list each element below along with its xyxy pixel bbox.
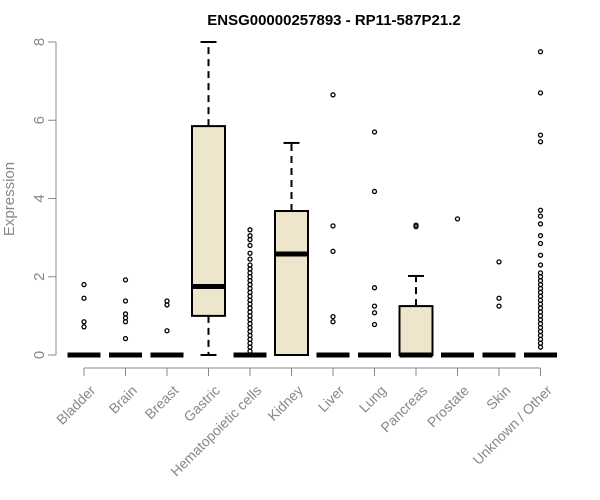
chart-title: ENSG00000257893 - RP11-587P21.2: [207, 12, 461, 29]
outlier-point: [247, 250, 253, 256]
outlier-point: [164, 328, 170, 334]
outlier-point: [122, 298, 129, 304]
outlier-point: [122, 335, 129, 342]
outlier-point: [330, 92, 336, 98]
outlier-point: [122, 277, 129, 283]
outlier-point: [81, 324, 87, 330]
outlier-point: [496, 303, 502, 309]
outlier-point: [537, 90, 544, 96]
box-group: [274, 141, 309, 356]
y-tick-label: 4: [31, 194, 48, 202]
x-category-label: Lung: [356, 382, 389, 415]
outlier-point: [371, 321, 378, 328]
outlier-point: [413, 222, 419, 228]
outlier-point: [247, 256, 253, 262]
outlier-point: [371, 285, 378, 291]
x-category-label: Prostate: [424, 382, 472, 430]
y-axis: 0 2 4 6 8: [31, 38, 57, 359]
outlier-point: [247, 233, 253, 239]
outlier-point: [537, 139, 544, 145]
outlier-point: [537, 252, 544, 258]
box-group: [67, 281, 101, 358]
y-tick-label: 8: [31, 38, 48, 46]
box-group: [482, 259, 516, 358]
outlier-point: [537, 233, 544, 239]
box-group: [441, 216, 474, 358]
box-group: [109, 277, 142, 358]
y-tick-label: 2: [31, 273, 48, 281]
outlier-point: [164, 298, 170, 304]
outlier-point: [537, 132, 544, 138]
outlier-point: [81, 281, 87, 288]
y-axis-label: Expression: [1, 162, 18, 236]
outlier-point: [537, 207, 544, 213]
box-iqr: [274, 210, 309, 356]
outlier-point: [537, 262, 544, 268]
box-group: [316, 92, 350, 358]
outlier-point: [537, 221, 544, 227]
box-group: [233, 227, 267, 358]
outlier-point: [537, 213, 544, 219]
box-group: [150, 298, 184, 358]
box-group: [358, 129, 391, 358]
outlier-point: [81, 319, 87, 325]
outlier-point: [247, 242, 253, 249]
box-group: [191, 41, 226, 356]
box-group: [398, 222, 434, 358]
outlier-point: [330, 319, 336, 325]
plot-area: [67, 41, 557, 358]
x-category-label: Kidney: [264, 382, 306, 424]
outlier-point: [371, 303, 378, 309]
outlier-point: [330, 248, 336, 254]
outlier-point: [371, 188, 378, 195]
x-category-label: Bladder: [53, 382, 99, 428]
y-tick-label: 0: [31, 351, 48, 359]
outlier-point: [247, 262, 253, 268]
outlier-point: [330, 223, 336, 229]
outlier-point: [81, 295, 87, 301]
outlier-point: [537, 270, 544, 276]
y-tick-label: 6: [31, 116, 48, 124]
outlier-point: [247, 227, 253, 233]
box-iqr: [398, 305, 434, 356]
x-category-label: Skin: [483, 382, 514, 413]
x-category-label: Brain: [106, 382, 140, 416]
outlier-point: [122, 311, 129, 317]
outlier-point: [496, 259, 502, 265]
box-group: [524, 49, 557, 358]
outlier-point: [330, 314, 336, 320]
outlier-point: [537, 49, 544, 55]
outlier-point: [454, 216, 461, 222]
x-category-label: Breast: [142, 382, 182, 422]
outlier-point: [371, 129, 378, 135]
outlier-point: [371, 310, 378, 316]
x-category-label: Unknown / Other: [469, 382, 555, 468]
x-category-label: Liver: [315, 382, 348, 415]
outlier-point: [496, 295, 502, 301]
outlier-point: [537, 240, 544, 247]
